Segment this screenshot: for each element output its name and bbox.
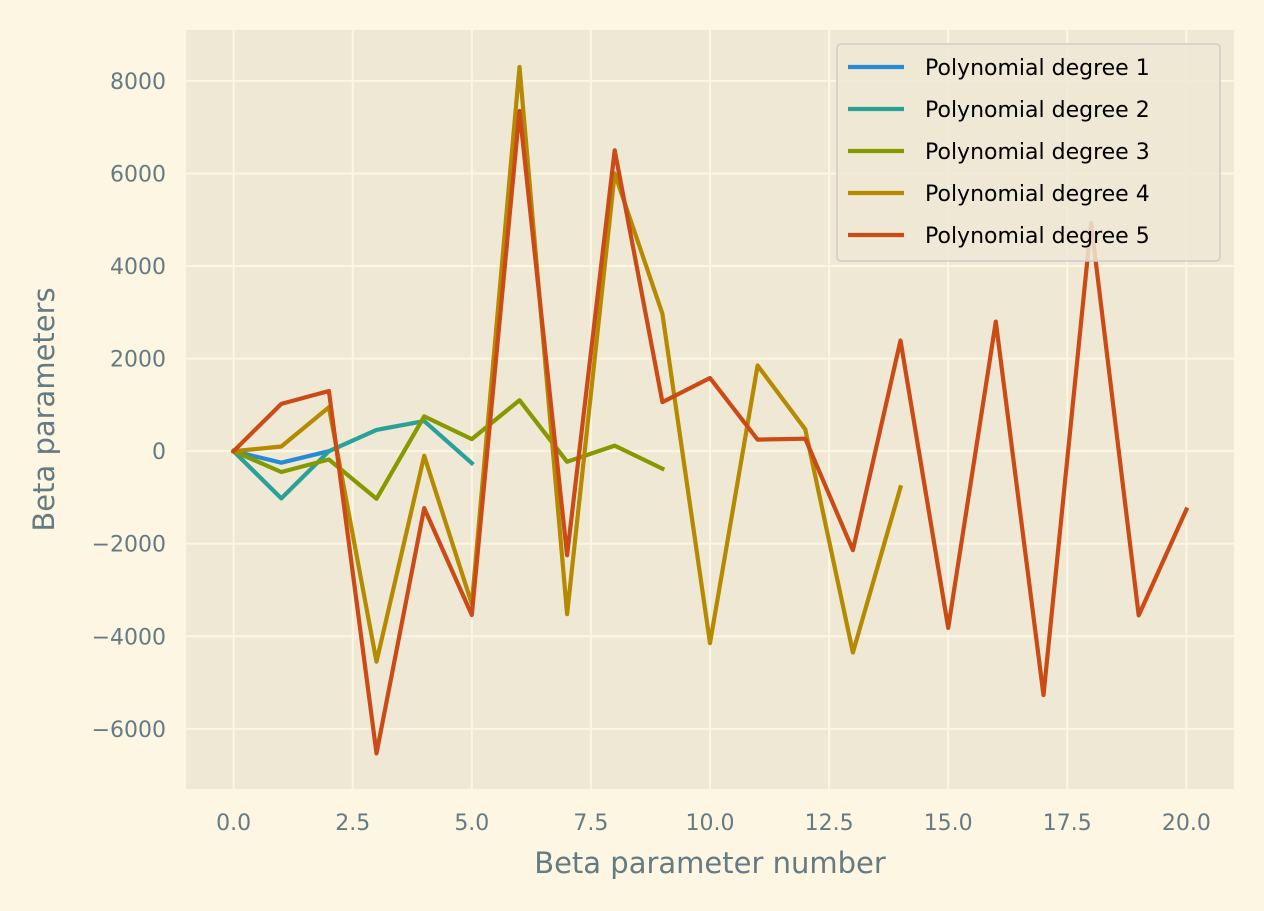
y-tick-label: −6000 bbox=[92, 718, 166, 743]
series-line-degree-1 bbox=[231, 448, 332, 465]
series-line-degree-4 bbox=[231, 64, 904, 664]
y-tick-label: 0 bbox=[152, 440, 166, 465]
legend-box bbox=[836, 43, 1221, 262]
series-line-degree-5 bbox=[230, 108, 1190, 756]
y-axis-label: Beta parameters bbox=[27, 287, 61, 531]
y-tick-label: 4000 bbox=[110, 255, 166, 280]
y-axis: −6000 −4000 −2000 0 2000 4000 6000 8000 bbox=[92, 70, 166, 743]
x-tick-label: 12.5 bbox=[805, 811, 854, 836]
legend-label: Polynomial degree 4 bbox=[925, 182, 1150, 207]
x-axis: 0.0 2.5 5.0 7.5 10.0 12.5 15.0 17.5 20.0 bbox=[216, 811, 1211, 836]
legend-label: Polynomial degree 2 bbox=[925, 98, 1150, 123]
x-tick-label: 15.0 bbox=[924, 811, 973, 836]
x-tick-label: 2.5 bbox=[335, 811, 370, 836]
y-tick-label: −4000 bbox=[92, 625, 166, 650]
y-tick-label: 2000 bbox=[110, 348, 166, 373]
y-tick-label: 6000 bbox=[110, 162, 166, 187]
x-axis-label: Beta parameter number bbox=[534, 846, 886, 880]
series-line-degree-2 bbox=[230, 419, 475, 501]
x-tick-label: 17.5 bbox=[1043, 811, 1092, 836]
series-lines bbox=[230, 64, 1190, 756]
x-tick-label: 7.5 bbox=[573, 811, 608, 836]
legend-label: Polynomial degree 1 bbox=[925, 56, 1150, 81]
series-line-degree-3 bbox=[230, 398, 666, 501]
x-tick-label: 10.0 bbox=[686, 811, 735, 836]
legend-label: Polynomial degree 5 bbox=[925, 224, 1150, 249]
y-tick-label: 8000 bbox=[110, 70, 166, 95]
legend-label: Polynomial degree 3 bbox=[925, 140, 1150, 165]
y-tick-label: −2000 bbox=[92, 533, 166, 558]
x-tick-label: 20.0 bbox=[1162, 811, 1211, 836]
legend: Polynomial degree 1 Polynomial degree 2 Po… bbox=[836, 43, 1221, 262]
x-tick-label: 5.0 bbox=[454, 811, 489, 836]
x-tick-label: 0.0 bbox=[216, 811, 251, 836]
